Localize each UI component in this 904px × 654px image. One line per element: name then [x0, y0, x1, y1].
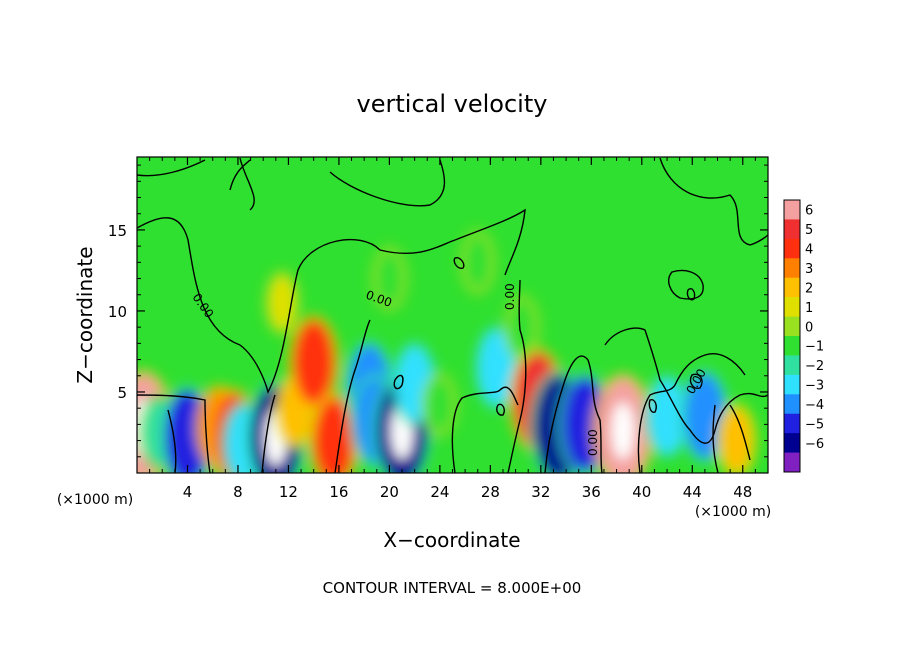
x-tick-label: 8	[233, 483, 243, 501]
colorbar-label: −2	[805, 359, 824, 374]
x-tick-label: 32	[531, 483, 550, 501]
colorbar-label: 1	[805, 301, 813, 316]
y-axis-label: Z−coordinate	[73, 246, 97, 383]
velocity-cell-core	[612, 402, 635, 459]
colorbar-label: −1	[805, 340, 824, 355]
colorbar-label: −6	[805, 437, 824, 452]
x-tick-label: 40	[632, 483, 651, 501]
colorbar-label: 5	[805, 223, 813, 238]
colorbar-swatch	[784, 219, 800, 239]
colorbar-swatch	[784, 414, 800, 434]
velocity-cell	[427, 378, 452, 432]
x-axis-label: X−coordinate	[383, 528, 520, 552]
colorbar-swatch	[784, 453, 800, 473]
colorbar-label: 3	[805, 262, 813, 277]
colorbar-swatch	[784, 258, 800, 278]
x-tick-label: 44	[683, 483, 702, 501]
colorbar-swatch	[784, 297, 800, 317]
colorbar-swatch	[784, 317, 800, 337]
contour-interval-footer: CONTOUR INTERVAL = 8.000E+00	[323, 579, 582, 597]
colorbar-label: 2	[805, 281, 813, 296]
x-unit-left: (×1000 m)	[57, 492, 133, 508]
chart-title: vertical velocity	[357, 90, 548, 118]
colorbar-label: −3	[805, 379, 824, 394]
colorbar-swatch	[784, 278, 800, 298]
colorbar-label: 0	[805, 320, 813, 335]
y-tick-label: 10	[108, 303, 127, 321]
y-tick-label: 15	[108, 222, 127, 240]
x-tick-label: 16	[329, 483, 348, 501]
colorbar: 6 5 4 3 2 1 0 −1 −2 −3 −4 −5 −6	[784, 200, 824, 473]
x-tick-label: 12	[279, 483, 298, 501]
y-tick-label: 5	[117, 384, 127, 402]
contour-label: 0.00	[586, 429, 600, 456]
x-tick-label: 48	[733, 483, 752, 501]
colorbar-swatch	[784, 239, 800, 259]
contour-label: 0.00	[503, 283, 517, 310]
colorbar-swatch	[784, 336, 800, 356]
colorbar-swatch	[784, 200, 800, 220]
x-tick-label: 20	[380, 483, 399, 501]
x-tick-label: 28	[481, 483, 500, 501]
velocity-cell	[465, 235, 490, 289]
colorbar-label: 6	[805, 204, 813, 219]
vertical-velocity-chart: vertical velocity 0.00 0.00 0.00 0.00 0.…	[0, 0, 904, 654]
x-tick-label: 4	[183, 483, 193, 501]
colorbar-label: −5	[805, 417, 824, 432]
velocity-cell	[294, 321, 334, 405]
colorbar-swatch	[784, 433, 800, 453]
colorbar-label: −4	[805, 398, 824, 413]
x-unit-right: (×1000 m)	[695, 504, 771, 520]
colorbar-swatch	[784, 355, 800, 375]
x-tick-label: 24	[430, 483, 449, 501]
colorbar-label: 4	[805, 243, 813, 258]
colorbar-swatch	[784, 375, 800, 395]
colorbar-swatch	[784, 394, 800, 414]
x-tick-label: 36	[582, 483, 601, 501]
